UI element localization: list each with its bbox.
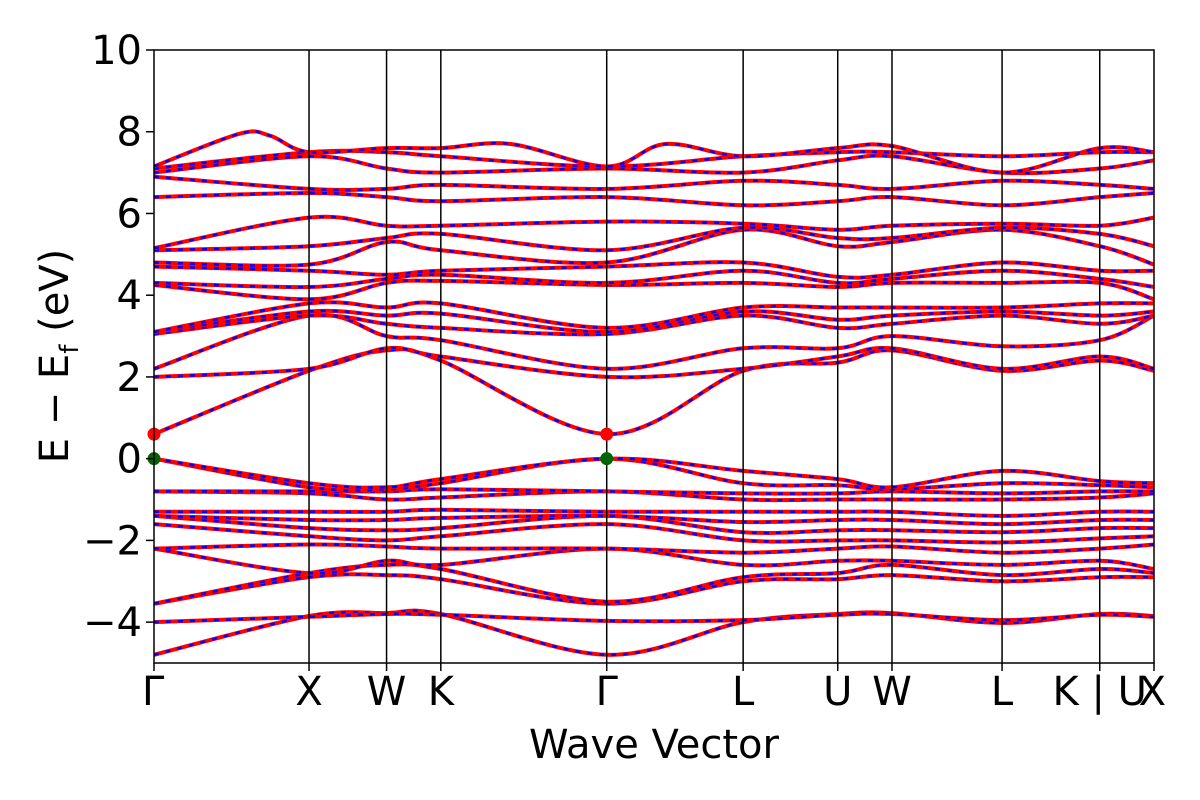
x-tick-label-9: K | U — [1053, 669, 1147, 715]
x-tick-label-6: U — [823, 669, 852, 715]
band-overlay-2 — [153, 573, 1155, 605]
y-tick-label-5: 6 — [117, 191, 142, 237]
band-line-18 — [153, 308, 1155, 335]
y-axis-ticks: −4 −2 0 2 4 6 8 10 — [83, 28, 154, 646]
x-tick-label-2: W — [367, 669, 407, 715]
band-line-17 — [153, 313, 1155, 337]
y-axis-label-unit: (eV) — [32, 249, 78, 345]
band-overlay-27 — [153, 175, 1155, 192]
kpoint-lines — [308, 50, 1101, 663]
band-overlay-20 — [153, 279, 1155, 301]
band-overlay-8 — [153, 514, 1155, 526]
y-tick-label-7: 10 — [91, 28, 142, 74]
x-tick-label-3: K — [428, 669, 456, 715]
band-line-25 — [153, 214, 1155, 251]
x-tick-label-5: L — [732, 669, 755, 715]
y-tick-label-6: 8 — [117, 110, 142, 156]
band-line-21 — [153, 268, 1155, 290]
y-axis-label-sub: f — [55, 344, 85, 354]
x-tick-label-7: W — [872, 669, 912, 715]
y-tick-label-1: −2 — [83, 518, 142, 564]
y-tick-label-4: 4 — [117, 273, 142, 319]
band-overlay-23 — [153, 228, 1155, 267]
band-overlay-4 — [153, 547, 1155, 575]
band-line-7 — [153, 513, 1155, 535]
band-overlay-11 — [153, 488, 1155, 495]
x-axis-label: Wave Vector — [529, 722, 780, 768]
band-edge-marker-2 — [600, 427, 614, 441]
y-axis-label: E − Ef (eV) — [32, 249, 85, 464]
y-axis-label-main: E − E — [32, 354, 78, 464]
bands-layer — [153, 129, 1155, 657]
x-tick-label-0: Γ — [142, 669, 165, 715]
y-tick-label-2: 0 — [117, 437, 142, 483]
band-overlay-0 — [153, 609, 1155, 657]
band-overlay-30 — [153, 130, 1155, 174]
band-overlay-5 — [153, 543, 1155, 554]
x-tick-label-8: L — [991, 669, 1014, 715]
x-tick-label-10: X — [1139, 669, 1166, 715]
x-tick-label-1: X — [295, 669, 322, 715]
x-tick-label-4: Γ — [596, 669, 619, 715]
band-line-6 — [153, 522, 1155, 545]
plot-frame — [153, 49, 1155, 664]
band-overlay-9 — [154, 508, 1155, 518]
y-tick-label-0: −4 — [83, 600, 142, 646]
band-overlay-12 — [153, 457, 1155, 492]
band-overlay-16 — [153, 313, 1155, 371]
band-overlay-15 — [153, 346, 1155, 379]
band-overlay-26 — [153, 191, 1155, 207]
band-line-22 — [153, 260, 1155, 280]
band-overlay-24 — [153, 226, 1155, 252]
band-edge-marker-3 — [600, 452, 614, 466]
band-line-13 — [153, 456, 1155, 490]
band-line-19 — [153, 300, 1155, 334]
band-overlay-1 — [153, 612, 1155, 624]
y-tick-label-3: 2 — [117, 355, 142, 401]
band-overlay-10 — [153, 490, 1155, 502]
band-overlay-3 — [153, 563, 1155, 605]
